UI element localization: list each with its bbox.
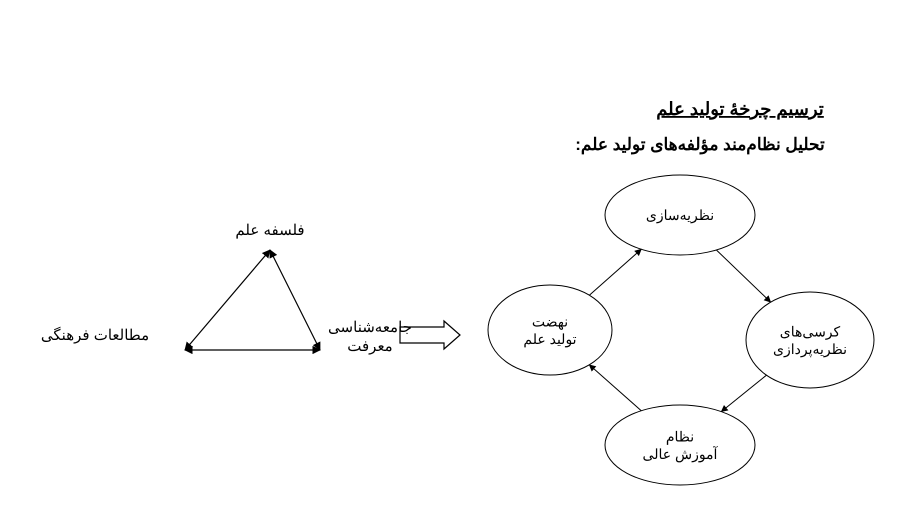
triangle-edge-top-right — [270, 250, 320, 350]
cycle-edge-n4-n1 — [589, 249, 641, 295]
diagram-canvas: ترسیم چرخهٔ تولید علم تحلیل نظام‌مند مؤلف… — [0, 0, 922, 514]
triangle-label-top: فلسفه علم — [235, 222, 304, 239]
cycle-node-n4 — [488, 285, 612, 375]
cycle-node-n2 — [746, 292, 874, 388]
triangle-label-left: مطالعات فرهنگی — [41, 326, 149, 344]
triangle-label-right: جامعه‌شناسیمعرفت — [328, 319, 412, 355]
cycle-node-label-n2: کرسی‌هاینظریه‌پردازی — [773, 324, 847, 359]
cycle-node-label-n1: نظریه‌سازی — [646, 207, 714, 224]
cycle-node-n3 — [605, 405, 755, 485]
triangle-edge-left-top — [185, 250, 270, 350]
cycle-node-label-n4: نهضتتولید علم — [523, 314, 576, 349]
diagram-title: ترسیم چرخهٔ تولید علم — [656, 99, 824, 120]
cycle-edge-n1-n2 — [716, 250, 770, 302]
diagram-subtitle: تحلیل نظام‌مند مؤلفه‌های تولید علم: — [575, 135, 825, 155]
cycle-node-label-n3: نظامآموزش عالی — [643, 429, 719, 464]
cycle-edge-n2-n3 — [721, 375, 766, 411]
cycle-edge-n3-n4 — [589, 365, 641, 411]
